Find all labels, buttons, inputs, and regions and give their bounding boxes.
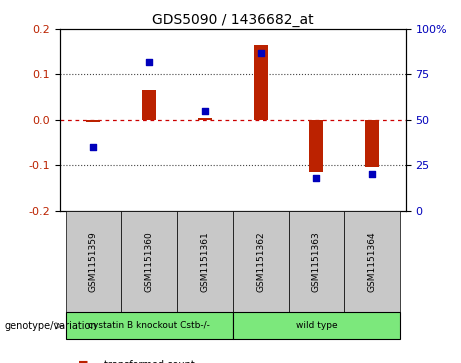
Text: ■: ■ xyxy=(78,360,88,363)
Text: GSM1151361: GSM1151361 xyxy=(201,231,209,292)
Text: wild type: wild type xyxy=(296,321,337,330)
Bar xyxy=(254,45,268,120)
Text: GSM1151362: GSM1151362 xyxy=(256,231,265,292)
Point xyxy=(201,108,209,114)
Text: GSM1151359: GSM1151359 xyxy=(89,231,98,292)
Bar xyxy=(309,120,324,172)
Point xyxy=(313,175,320,181)
Text: transformed count: transformed count xyxy=(104,360,195,363)
Bar xyxy=(86,120,100,122)
Text: GSM1151360: GSM1151360 xyxy=(145,231,154,292)
Point xyxy=(90,144,97,150)
Point xyxy=(368,171,376,177)
Bar xyxy=(365,120,379,167)
Text: GSM1151363: GSM1151363 xyxy=(312,231,321,292)
Text: GSM1151364: GSM1151364 xyxy=(368,231,377,292)
Text: cystatin B knockout Cstb-/-: cystatin B knockout Cstb-/- xyxy=(88,321,210,330)
Point xyxy=(146,59,153,65)
Point xyxy=(257,50,264,56)
Title: GDS5090 / 1436682_at: GDS5090 / 1436682_at xyxy=(152,13,313,26)
Text: genotype/variation: genotype/variation xyxy=(5,321,97,331)
Bar xyxy=(198,118,212,120)
Bar xyxy=(142,90,156,120)
